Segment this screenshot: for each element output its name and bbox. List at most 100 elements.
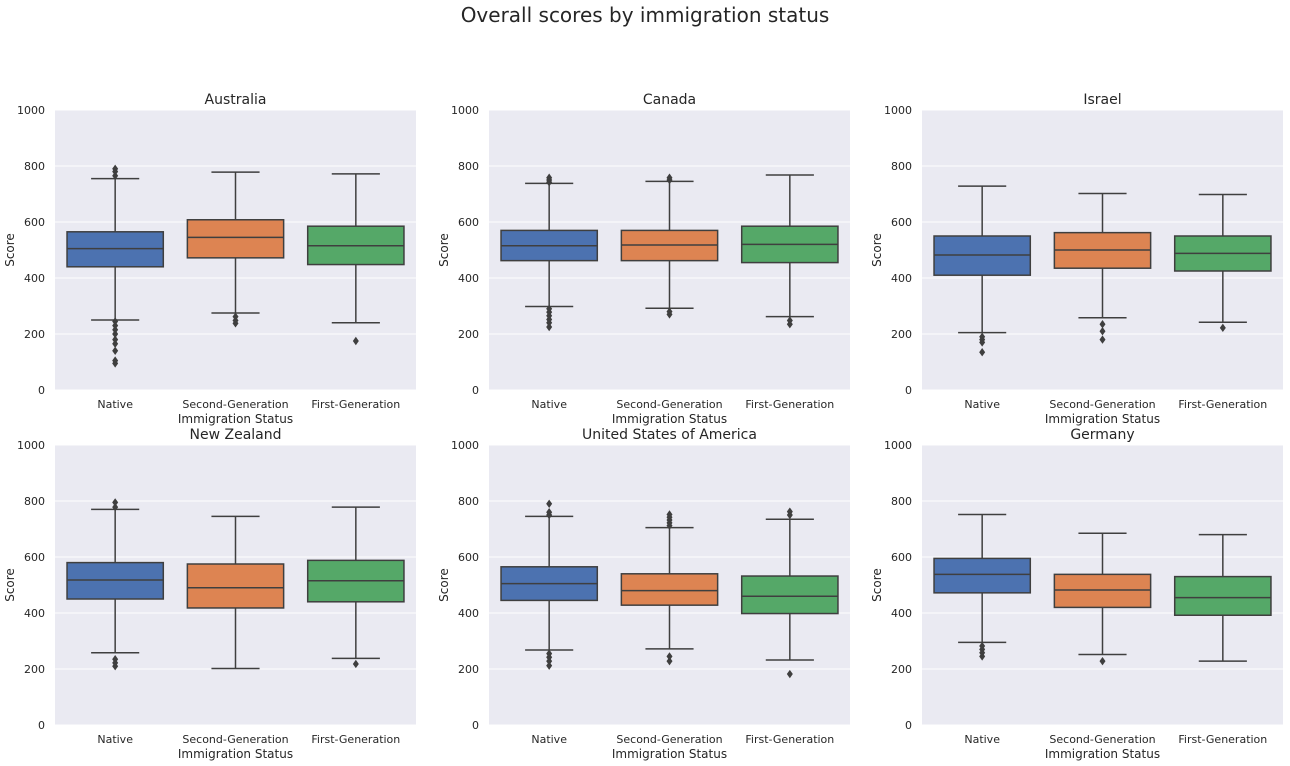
x-tick-label: First-Generation bbox=[311, 733, 400, 746]
x-tick-label: First-Generation bbox=[1178, 733, 1267, 746]
flier-point bbox=[546, 661, 553, 670]
y-axis-label: Score bbox=[3, 568, 17, 602]
y-tick-label: 800 bbox=[458, 160, 479, 173]
box-first-generation bbox=[740, 174, 839, 329]
x-tick-label: Second-Generation bbox=[182, 398, 288, 411]
x-tick-label: Second-Generation bbox=[616, 398, 722, 411]
box-first-generation bbox=[1173, 193, 1272, 333]
y-tick-label: 200 bbox=[891, 328, 912, 341]
y-tick-label: 1000 bbox=[884, 439, 912, 452]
y-tick-label: 600 bbox=[891, 216, 912, 229]
flier-point bbox=[546, 649, 553, 658]
box-second-generation bbox=[186, 171, 285, 328]
flier-point bbox=[666, 656, 673, 666]
y-tick-label: 400 bbox=[24, 607, 45, 620]
flier-point bbox=[546, 508, 553, 517]
x-tick-label: Native bbox=[97, 733, 133, 746]
x-axis-label: Immigration Status bbox=[612, 747, 727, 761]
y-tick-label: 0 bbox=[38, 384, 45, 397]
flier-point bbox=[112, 346, 119, 355]
flier-point bbox=[112, 317, 119, 326]
panel-title: Germany bbox=[1070, 427, 1134, 443]
y-tick-label: 400 bbox=[458, 272, 479, 285]
box-body bbox=[740, 575, 839, 615]
y-tick-label: 800 bbox=[24, 495, 45, 508]
x-tick-label: Native bbox=[964, 398, 1000, 411]
y-tick-label: 0 bbox=[905, 384, 912, 397]
box-first-generation bbox=[740, 507, 839, 679]
y-axis-label: Score bbox=[437, 568, 451, 602]
y-tick-label: 400 bbox=[24, 272, 45, 285]
x-tick-label: Native bbox=[964, 733, 1000, 746]
panel-germany: 0 200 400 600 800 1000 Germany Immigration Stat… bbox=[870, 427, 1283, 761]
x-tick-label: Second-Generation bbox=[616, 733, 722, 746]
y-tick-label: 200 bbox=[891, 663, 912, 676]
flier-point bbox=[1099, 320, 1106, 329]
flier-point bbox=[352, 659, 359, 669]
y-tick-label: 800 bbox=[891, 160, 912, 173]
box-native bbox=[500, 499, 599, 670]
y-tick-label: 600 bbox=[891, 551, 912, 564]
panel-united-states-of-america: 0 200 400 600 800 1000 United States of Americ… bbox=[437, 427, 850, 761]
flier-point bbox=[112, 335, 119, 344]
y-axis-label: Score bbox=[870, 568, 884, 602]
flier-point bbox=[546, 304, 553, 313]
flier-point bbox=[666, 652, 673, 661]
flier-point bbox=[786, 316, 793, 325]
panels: 0 200 400 600 800 1000 Australia Immigration St… bbox=[3, 92, 1283, 761]
y-tick-label: 400 bbox=[891, 272, 912, 285]
y-tick-label: 600 bbox=[24, 551, 45, 564]
y-tick-label: 800 bbox=[891, 495, 912, 508]
box-body bbox=[66, 561, 165, 600]
flier-point bbox=[786, 669, 793, 679]
x-tick-label: First-Generation bbox=[311, 398, 400, 411]
flier-point bbox=[112, 356, 119, 365]
y-tick-label: 200 bbox=[24, 663, 45, 676]
box-first-generation bbox=[306, 506, 405, 669]
box-native bbox=[933, 513, 1032, 661]
y-tick-label: 200 bbox=[458, 663, 479, 676]
flier-point bbox=[1219, 323, 1226, 333]
flier-point bbox=[232, 312, 239, 321]
panel-israel: 0 200 400 600 800 1000 Israel Immigration Statu… bbox=[870, 92, 1283, 426]
x-tick-label: Native bbox=[531, 398, 567, 411]
panel-title: Israel bbox=[1083, 92, 1121, 108]
box-second-generation bbox=[620, 173, 719, 319]
y-tick-label: 1000 bbox=[884, 104, 912, 117]
flier-point bbox=[666, 510, 673, 519]
box-second-generation bbox=[1053, 532, 1152, 666]
y-tick-label: 800 bbox=[458, 495, 479, 508]
x-tick-label: Second-Generation bbox=[1049, 733, 1155, 746]
box-first-generation bbox=[306, 173, 405, 346]
box-second-generation bbox=[186, 515, 285, 670]
flier-point bbox=[666, 173, 673, 182]
y-tick-label: 1000 bbox=[451, 439, 479, 452]
box-body bbox=[933, 557, 1032, 594]
flier-point bbox=[979, 348, 986, 357]
box-body bbox=[186, 563, 285, 609]
x-axis-label: Immigration Status bbox=[1045, 747, 1160, 761]
flier-point bbox=[786, 507, 793, 516]
flier-point bbox=[112, 655, 119, 664]
y-tick-label: 600 bbox=[24, 216, 45, 229]
y-axis-label: Score bbox=[437, 233, 451, 267]
y-tick-label: 600 bbox=[458, 551, 479, 564]
y-tick-label: 400 bbox=[891, 607, 912, 620]
flier-point bbox=[112, 164, 119, 173]
x-tick-label: Second-Generation bbox=[1049, 398, 1155, 411]
box-native bbox=[66, 498, 165, 671]
box-second-generation bbox=[1053, 192, 1152, 344]
flier-point bbox=[112, 502, 119, 512]
y-tick-label: 0 bbox=[472, 384, 479, 397]
y-tick-label: 600 bbox=[458, 216, 479, 229]
y-tick-label: 200 bbox=[458, 328, 479, 341]
y-tick-label: 0 bbox=[38, 719, 45, 732]
panel-australia: 0 200 400 600 800 1000 Australia Immigration St… bbox=[3, 92, 416, 426]
box-body bbox=[1173, 575, 1272, 616]
flier-point bbox=[112, 498, 119, 507]
y-tick-label: 0 bbox=[905, 719, 912, 732]
y-axis-label: Score bbox=[3, 233, 17, 267]
panel-canada: 0 200 400 600 800 1000 Canada Immigration Statu… bbox=[437, 92, 850, 426]
box-body bbox=[1053, 573, 1152, 609]
